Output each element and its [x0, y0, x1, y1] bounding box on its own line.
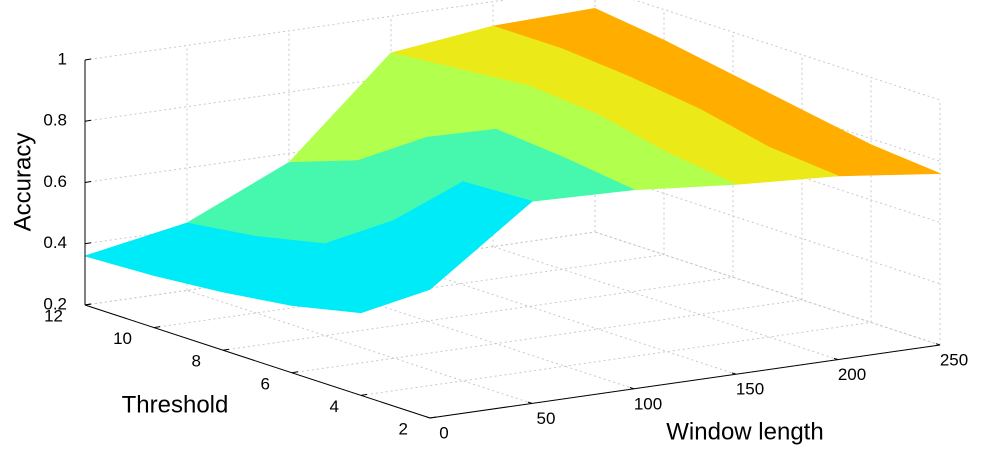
surface [84, 8, 941, 314]
x-tick [527, 401, 533, 404]
y-tick-label: 12 [44, 306, 63, 325]
grid-line [594, 170, 941, 285]
grid-line [84, 231, 596, 306]
grid-line [84, 109, 596, 183]
x-tick-label: 200 [838, 365, 866, 384]
surface-cell [360, 181, 533, 314]
grid-line [84, 47, 596, 122]
y-axis-label: Threshold [122, 391, 229, 418]
y-tick-label: 6 [261, 374, 270, 393]
x-tick-label: 50 [537, 409, 556, 428]
grid-line [84, 0, 508, 61]
grid-line [222, 276, 734, 351]
y-tick [360, 393, 368, 396]
grid-line [492, 246, 839, 361]
z-tick-label: 0.8 [43, 111, 67, 130]
x-tick-label: 100 [634, 394, 662, 413]
z-tick [84, 242, 92, 245]
y-tick [153, 326, 161, 329]
z-tick-label: 0.4 [43, 233, 67, 252]
x-tick-label: 0 [439, 423, 448, 442]
z-tick-label: 0.2 [43, 294, 67, 313]
z-tick [84, 58, 92, 61]
grid-line [153, 254, 665, 329]
grid-line [594, 231, 941, 346]
grid-line [390, 260, 737, 375]
grid-line [360, 321, 872, 396]
z-tick [84, 119, 92, 122]
x-tick [935, 343, 941, 346]
axes: 0 50 100 150 200 250 2 4 6 8 10 120.2 0.4 0.6 0.8 1 [43, 49, 968, 442]
grid-line [291, 299, 803, 374]
y-tick-label: 2 [399, 419, 408, 438]
y-tick [222, 348, 230, 351]
y-tick-label: 10 [113, 329, 132, 348]
grid-line [186, 289, 533, 404]
y-tick-label: 4 [330, 397, 339, 416]
z-tick [84, 303, 92, 306]
z-axis-label: Accuracy [9, 133, 36, 232]
x-tick-label: 150 [736, 380, 764, 399]
z-tick-label: 1 [58, 49, 67, 68]
y-tick [291, 371, 299, 374]
y-tick-label: 8 [192, 352, 201, 371]
x-tick [425, 416, 431, 419]
grid-line [288, 275, 635, 390]
x-axis [429, 344, 941, 419]
x-tick [731, 372, 737, 375]
x-axis-label: Window length [666, 418, 823, 445]
y-axis [84, 304, 431, 419]
x-tick-label: 250 [940, 350, 968, 369]
x-tick [629, 387, 635, 390]
grid-line [633, 0, 941, 101]
x-tick [833, 357, 839, 361]
z-tick-label: 0.6 [43, 172, 67, 191]
y-tick [429, 416, 437, 419]
z-tick [84, 181, 92, 183]
